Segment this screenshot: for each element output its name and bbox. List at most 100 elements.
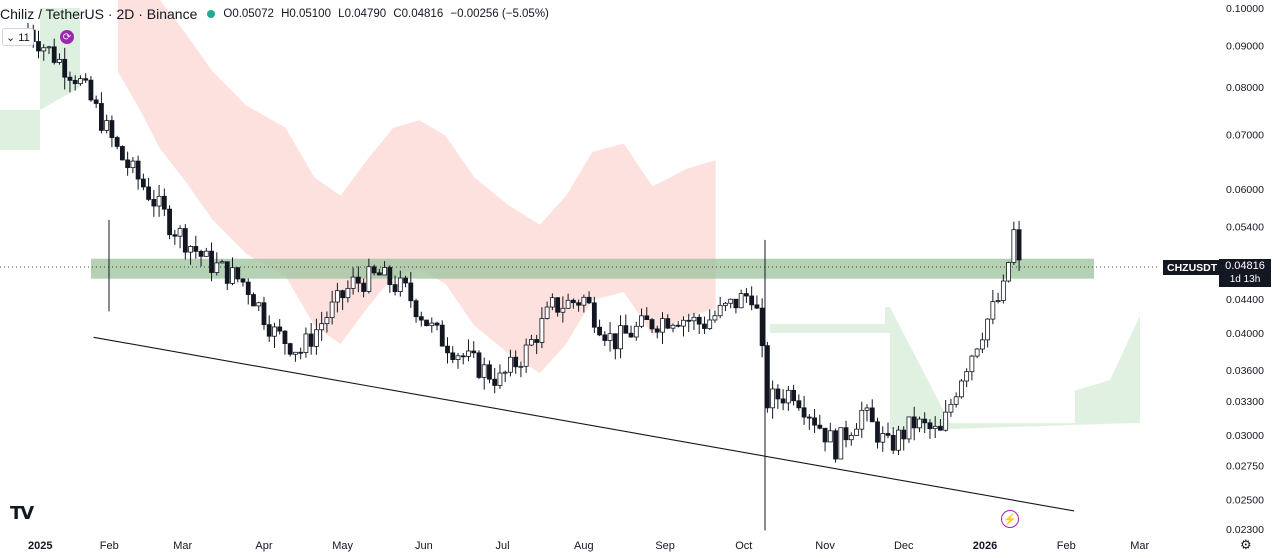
candle-body [303, 333, 309, 353]
candle-body [119, 146, 125, 161]
candle-body [780, 398, 786, 404]
candle-body [57, 58, 62, 63]
candle-body [917, 418, 922, 429]
candle-body [754, 304, 760, 309]
candle-body [964, 371, 970, 382]
candle-body [62, 58, 68, 78]
y-tick-label: 0.02750 [1226, 461, 1264, 473]
ohlc-readout: O0.05072 H0.05100 L0.04790 C0.04816 −0.0… [223, 8, 553, 20]
candle-body [219, 261, 225, 264]
candle-body [696, 316, 702, 325]
candle-body [943, 411, 949, 431]
candle-body [712, 315, 718, 321]
candle-body [702, 323, 707, 329]
candle-body [376, 272, 382, 276]
candle-body [607, 333, 613, 341]
x-tick-label: Dec [894, 540, 914, 552]
candle-body [146, 186, 152, 200]
bar-countdown: 1d 13h [1229, 274, 1261, 285]
candle-body [51, 46, 57, 63]
symbol-title[interactable]: Chiliz / TetherUS · 2D · Binance [0, 6, 198, 22]
candle-body [985, 318, 991, 341]
candle-body [235, 267, 241, 280]
candle-body [46, 46, 52, 49]
candle-body [209, 250, 214, 273]
candle-body [450, 352, 456, 360]
candle-body [901, 429, 907, 440]
y-tick-label: 0.05400 [1226, 221, 1264, 233]
candle-body [287, 343, 293, 355]
x-tick-label: 2026 [973, 540, 997, 552]
candle-body [67, 76, 73, 81]
candle-body [979, 339, 985, 350]
candle-body [922, 418, 928, 424]
support-zone [91, 258, 1094, 279]
candle-body [224, 261, 230, 284]
candle-body [523, 344, 529, 367]
candle-body [618, 325, 623, 350]
candle-body [151, 199, 157, 207]
candle-body [906, 416, 912, 440]
candle-body [266, 324, 272, 337]
candle-body [167, 208, 172, 236]
candle-body [723, 302, 728, 306]
candle-body [770, 388, 776, 409]
candle-body [838, 427, 844, 460]
candle-body [1011, 229, 1017, 263]
y-tick-label: 0.06000 [1226, 184, 1264, 196]
candle-body [502, 371, 508, 374]
x-tick-label: Oct [735, 540, 752, 552]
candle-body [733, 298, 739, 309]
candle-body [885, 433, 891, 436]
x-tick-label: Feb [1057, 540, 1076, 552]
tradingview-logo[interactable]: TV [10, 503, 34, 524]
candle-body [408, 282, 414, 302]
candle-body [639, 315, 644, 327]
candle-body [324, 317, 330, 325]
candle-body [654, 328, 660, 333]
candle-body [602, 334, 608, 341]
y-tick-label: 0.02300 [1226, 524, 1264, 536]
candle-body [544, 306, 550, 319]
y-tick-label: 0.03600 [1226, 365, 1264, 377]
candle-body [681, 319, 686, 327]
last-price-value: 0.04816 [1225, 260, 1265, 272]
candle-body [198, 250, 204, 257]
candle-body [880, 433, 886, 443]
candle-body [827, 430, 833, 443]
candle-body [36, 41, 41, 52]
indicator-collapse-button[interactable]: ⌄ 11 [2, 28, 34, 46]
x-tick-label: Mar [173, 540, 192, 552]
gear-icon[interactable]: ⚙ [1240, 537, 1252, 552]
candle-body [366, 266, 372, 292]
candle-body [508, 356, 513, 373]
change-value: −0.00256 (−5.05%) [450, 8, 549, 20]
candle-body [717, 304, 723, 317]
candle-body [707, 319, 713, 329]
candle-body [628, 332, 634, 338]
x-tick-label: 2025 [28, 540, 52, 552]
candle-body [319, 323, 325, 331]
x-tick-label: Apr [255, 540, 272, 552]
candle-body [403, 277, 408, 284]
replay-icon[interactable]: ⟳ [60, 30, 74, 44]
candle-body [240, 278, 246, 283]
candle-body [182, 228, 188, 253]
y-tick-label: 0.07000 [1226, 129, 1264, 141]
candle-body [476, 352, 482, 378]
candle-body [549, 297, 555, 308]
candle-body [796, 400, 802, 409]
candle-body [445, 345, 450, 354]
candle-body [576, 302, 582, 306]
candle-body [298, 351, 304, 354]
candle-body [340, 290, 346, 299]
candle-body [156, 195, 162, 207]
candle-body [83, 78, 89, 81]
bolt-icon[interactable]: ⚡ [1001, 510, 1019, 528]
candle-body [749, 295, 755, 306]
candle-body [513, 356, 519, 368]
candle-body [455, 355, 461, 360]
y-tick-label: 0.04400 [1226, 294, 1264, 306]
candle-body [911, 416, 917, 429]
